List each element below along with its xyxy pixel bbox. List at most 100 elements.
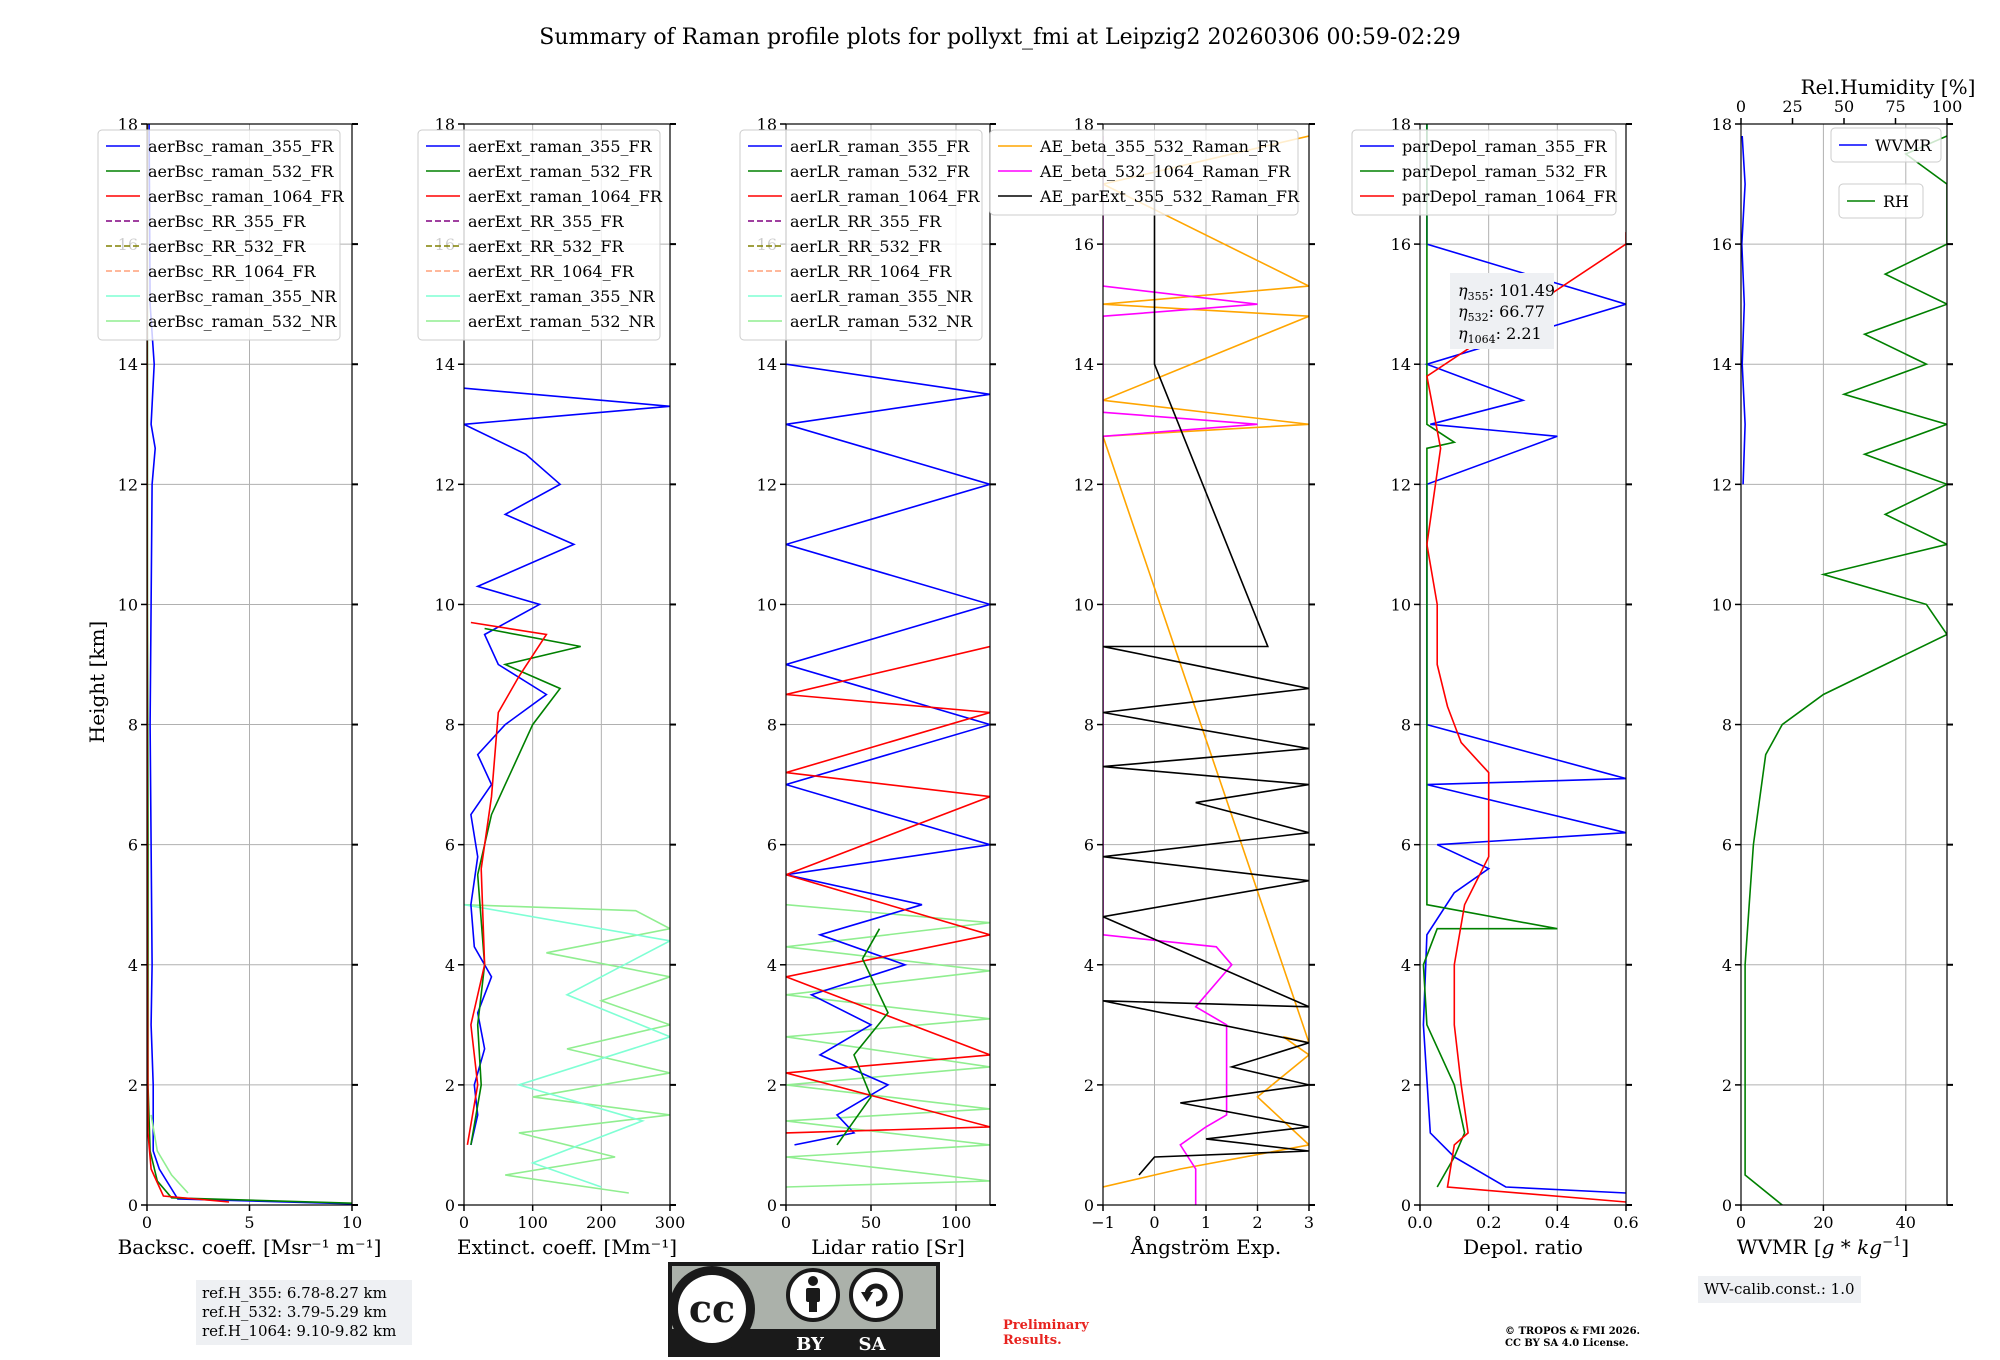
- y-axis-label: Height [km]: [85, 621, 109, 743]
- legend-label: aerBsc_RR_532_FR: [148, 237, 306, 256]
- plot-frame: [463, 123, 671, 1206]
- series-group: [786, 363, 990, 1188]
- series-line-aerbsc-raman-355-fr: [148, 124, 352, 1205]
- legend-box: [739, 129, 983, 341]
- y-tick-label: 2: [1084, 1076, 1094, 1095]
- series-line-aerbsc-raman-532-nr: [150, 1114, 189, 1194]
- y-tick-label: 18: [1712, 115, 1732, 134]
- figure-title: Summary of Raman profile plots for polly…: [539, 25, 1460, 50]
- y-tick-label: 10: [1391, 595, 1411, 614]
- x-tick-label: 10: [342, 1213, 362, 1232]
- y-tick-label: 14: [757, 355, 777, 374]
- y-tick-label: 16: [1074, 235, 1094, 254]
- y-tick-label: 6: [767, 836, 777, 855]
- y-tick-label: 2: [128, 1076, 138, 1095]
- legend-label: AE_beta_532_1064_Raman_FR: [1039, 162, 1291, 181]
- series-line-pardepol-raman-1064-fr: [1426, 232, 1626, 1203]
- legend-label: aerLR_raman_355_FR: [790, 137, 970, 156]
- series-line-aerext-raman-1064-fr: [466, 621, 548, 1146]
- series-line-wvmr: [1741, 135, 1746, 485]
- x-tick-label: 20: [1813, 1213, 1833, 1232]
- legend-label: aerExt_raman_532_NR: [468, 312, 656, 331]
- y-tick-label: 8: [1084, 716, 1094, 735]
- x-tick-label: 0.6: [1613, 1213, 1638, 1232]
- legend-box: [1830, 127, 1942, 163]
- legend-label: parDepol_raman_532_FR: [1402, 162, 1608, 181]
- x-tick-label: 0.4: [1545, 1213, 1570, 1232]
- x-tick-label: 0: [459, 1213, 469, 1232]
- legend-label: aerExt_RR_355_FR: [468, 212, 625, 231]
- series-group: [1422, 124, 1626, 1203]
- cc-by-sa-badge: cc BY SA: [668, 1262, 940, 1357]
- y-tick-label: 0: [445, 1196, 455, 1215]
- series-line-aerlr-raman-355-fr: [786, 363, 990, 1146]
- ref-height-box: ref.H_355: 6.78-8.27 km ref.H_532: 3.79-…: [196, 1280, 412, 1345]
- legend-label: aerLR_raman_532_NR: [790, 312, 973, 331]
- legend-label: aerBsc_raman_532_NR: [148, 312, 337, 331]
- series-group: [1103, 135, 1309, 1205]
- y-tick-label: 10: [757, 595, 777, 614]
- x-axis-label: Ångström Exp.: [1130, 1234, 1281, 1259]
- series-line-aerlr-raman-532-nr: [786, 903, 990, 1188]
- legend-label: aerBsc_raman_355_NR: [148, 287, 337, 306]
- wv-calib-text: WV-calib.const.: 1.0: [1704, 1280, 1855, 1298]
- y-tick-label: 16: [1391, 235, 1411, 254]
- x-tick-label: 0: [781, 1213, 791, 1232]
- y-tick-label: 2: [445, 1076, 455, 1095]
- x-axis-label: Backsc. coeff. [Msr⁻¹ m⁻¹]: [118, 1235, 382, 1259]
- top-tick-label: 75: [1885, 97, 1905, 116]
- y-tick-label: 12: [118, 475, 138, 494]
- panel-bsc: 0246810121416180510Backsc. coeff. [Msr⁻¹…: [97, 115, 382, 1259]
- y-tick-label: 2: [1401, 1076, 1411, 1095]
- y-tick-label: 4: [767, 956, 777, 975]
- legend-label: aerLR_raman_355_NR: [790, 287, 973, 306]
- plot-frame: [785, 123, 991, 1206]
- series-line-ae-beta-532-1064-raman-fr: [1103, 136, 1258, 1205]
- y-tick-label: 8: [1401, 716, 1411, 735]
- legend-label: aerExt_RR_1064_FR: [468, 262, 635, 281]
- rh-axis-label: Rel.Humidity [%]: [1801, 75, 1976, 99]
- legend: parDepol_raman_355_FR parDepol_raman_532_…: [1351, 129, 1618, 216]
- panel-ext: 0246810121416180100200300Extinct. coeff.…: [417, 115, 685, 1259]
- x-tick-label: −1: [1091, 1213, 1115, 1232]
- legend: WVMR RH: [1830, 127, 1942, 219]
- y-tick-label: 0: [767, 1196, 777, 1215]
- y-tick-label: 18: [1391, 115, 1411, 134]
- y-tick-label: 10: [1074, 595, 1094, 614]
- y-tick-label: 16: [1712, 235, 1732, 254]
- legend: AE_beta_355_532_Raman_FR AE_beta_532_1064…: [989, 129, 1300, 216]
- y-tick-label: 14: [1074, 355, 1094, 374]
- ref-height-532: ref.H_532: 3.79-5.29 km: [202, 1303, 387, 1321]
- legend-label: aerLR_raman_532_FR: [790, 162, 970, 181]
- y-tick-label: 14: [435, 355, 455, 374]
- preliminary-note: Preliminary Results.: [1003, 1318, 1089, 1348]
- series-line-aerext-raman-355-fr: [464, 387, 670, 1146]
- y-tick-label: 6: [1084, 836, 1094, 855]
- y-tick-label: 2: [1722, 1076, 1732, 1095]
- series-line-aerext-raman-355-nr: [464, 903, 670, 1188]
- y-tick-label: 12: [1074, 475, 1094, 494]
- wvmr-axis-label: WVMR [g * kg−1]: [1737, 1235, 1909, 1259]
- y-tick-label: 6: [128, 836, 138, 855]
- legend-box: [1351, 129, 1617, 216]
- y-tick-label: 2: [767, 1076, 777, 1095]
- y-tick-label: 18: [118, 115, 138, 134]
- y-tick-label: 6: [1401, 836, 1411, 855]
- series-group: [464, 387, 670, 1194]
- plot-frame: [1419, 123, 1627, 1206]
- legend-label: aerExt_raman_355_FR: [468, 137, 653, 156]
- y-tick-label: 6: [445, 836, 455, 855]
- y-tick-label: 18: [1074, 115, 1094, 134]
- eta-1064: η1064: 2.21: [1458, 324, 1542, 346]
- x-tick-label: 2: [1252, 1213, 1262, 1232]
- copyright-note: © TROPOS & FMI 2026. CC BY SA 4.0 Licens…: [1505, 1326, 1641, 1349]
- legend-label: aerExt_raman_1064_FR: [468, 187, 663, 206]
- x-tick-label: 0: [142, 1213, 152, 1232]
- legend-box: [97, 129, 341, 341]
- legend-box: [989, 129, 1299, 216]
- legend-label: aerBsc_raman_1064_FR: [148, 187, 345, 206]
- series-group: [1741, 135, 1947, 1205]
- y-tick-label: 8: [128, 716, 138, 735]
